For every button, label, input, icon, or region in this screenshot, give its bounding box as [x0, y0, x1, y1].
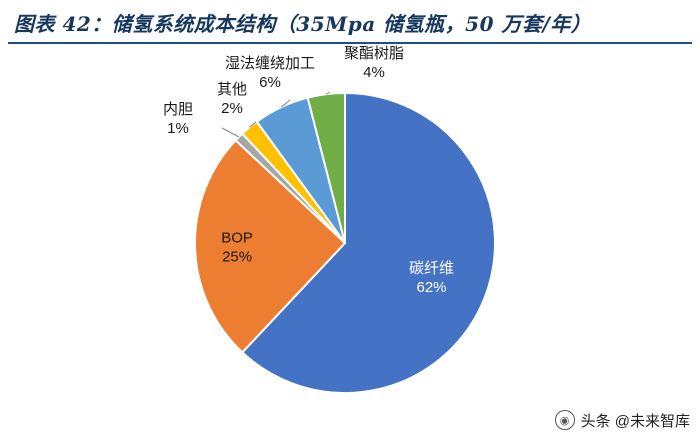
- pie-slice-1: [194, 138, 347, 354]
- pie-slice-0: [240, 91, 496, 394]
- slice-value-5: 4%: [363, 64, 385, 81]
- leader-line-3: [249, 121, 257, 128]
- wechat-logo-icon: ◉: [554, 410, 575, 430]
- slice-name-1: BOP: [221, 229, 253, 246]
- slice-value-1: 25%: [222, 248, 252, 265]
- slice-label-1: BOP 25%: [221, 229, 253, 265]
- slice-name-0: 碳纤维: [409, 260, 454, 277]
- slice-name-5: 聚酯树脂: [344, 45, 404, 62]
- slice-value-0: 62%: [416, 279, 446, 296]
- title-bar: 图表 42：储氢系统成本结构（35Mpa 储氢瓶，50 万套/年）: [0, 0, 700, 44]
- title-divider: [8, 42, 692, 44]
- watermark: ◉ 头条 @未来智库: [554, 406, 690, 434]
- leader-line-5: [325, 91, 331, 95]
- slice-value-2: 1%: [167, 120, 189, 137]
- slice-value-3: 2%: [221, 100, 243, 117]
- slice-label-4: 湿法缠绕加工 6%: [225, 54, 315, 91]
- slice-name-2: 内胆: [163, 101, 193, 118]
- leader-line-2: [221, 127, 240, 138]
- chart-title: 图表 42：储氢系统成本结构（35Mpa 储氢瓶，50 万套/年）: [14, 11, 592, 36]
- leader-line-4: [280, 99, 291, 108]
- slice-name-3: 其他: [217, 81, 247, 98]
- slice-label-5: 聚酯树脂 4%: [344, 45, 404, 81]
- watermark-text: 头条 @未来智库: [580, 412, 690, 430]
- slice-label-2: 内胆 1%: [163, 101, 193, 137]
- slice-label-3: 其他 2%: [217, 81, 247, 117]
- slice-label-0: 碳纤维 62%: [409, 260, 454, 296]
- slice-value-4: 6%: [259, 74, 281, 91]
- slice-name-4: 湿法缠绕加工: [225, 54, 315, 72]
